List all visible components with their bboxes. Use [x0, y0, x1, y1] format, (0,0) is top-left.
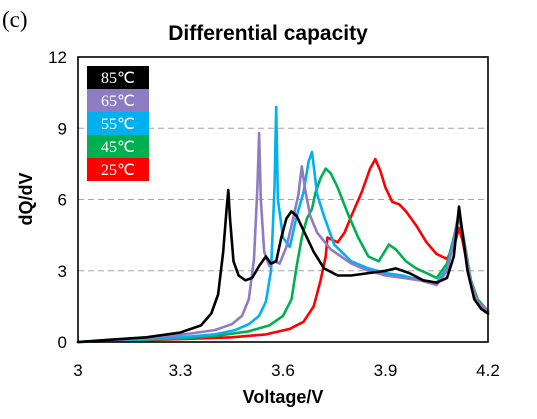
legend-swatch [87, 158, 149, 181]
x-tick-label: 3.3 [169, 361, 193, 380]
legend-label: 25℃ [101, 162, 135, 179]
series-lines [76, 105, 490, 344]
chart-title: Differential capacity [168, 22, 368, 45]
x-tick-label: 3 [73, 361, 82, 380]
y-tick-label: 3 [58, 262, 67, 281]
series-line [76, 131, 490, 344]
legend-swatch [87, 135, 149, 158]
legend-label: 55℃ [101, 116, 135, 133]
x-tick-label: 4.2 [476, 361, 500, 380]
plot-area-frame [77, 56, 489, 343]
x-axis-ticks: 3 3.3 3.6 3.9 4.2 [73, 361, 500, 380]
x-axis-label: Voltage/V [243, 387, 324, 407]
legend-swatch [87, 66, 149, 89]
legend: 85℃ 65℃ 55℃ 45℃ 25℃ [87, 66, 149, 181]
y-axis-label: dQ/dV [16, 173, 36, 226]
x-tick-label: 3.9 [374, 361, 398, 380]
legend-label: 85℃ [101, 70, 135, 87]
series-line [76, 188, 490, 344]
y-tick-label: 0 [58, 333, 67, 352]
y-tick-label: 6 [58, 191, 67, 210]
legend-label: 65℃ [101, 93, 135, 110]
panel-label: (c) [2, 7, 28, 32]
y-tick-label: 9 [58, 119, 67, 138]
legend-swatch [87, 112, 149, 135]
x-tick-label: 3.6 [271, 361, 295, 380]
legend-label: 45℃ [101, 139, 135, 156]
y-tick-label: 12 [48, 48, 67, 67]
y-axis-ticks: 0 3 6 9 12 [48, 48, 67, 352]
legend-swatch [87, 89, 149, 112]
